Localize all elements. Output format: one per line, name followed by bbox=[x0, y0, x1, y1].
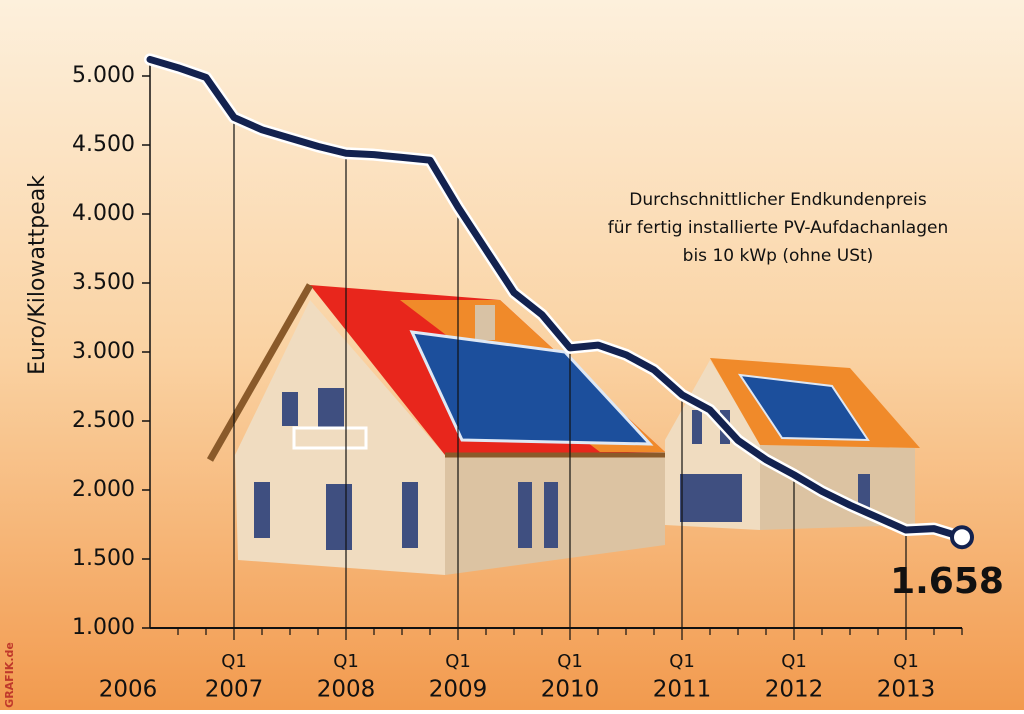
annotation: für fertig installierte PV-Aufdachanlage… bbox=[608, 218, 948, 238]
y-tick-label: 4.500 bbox=[72, 132, 135, 157]
y-tick-label: 2.000 bbox=[72, 477, 135, 502]
annotation: bis 10 kWp (ohne USt) bbox=[683, 246, 874, 266]
y-tick-label: 4.000 bbox=[72, 201, 135, 226]
x-tick-prefix: Q1 bbox=[893, 651, 919, 672]
x-tick-label: 2007 bbox=[205, 677, 264, 703]
x-tick-prefix: Q1 bbox=[557, 651, 583, 672]
source: GRAFIK.de bbox=[3, 642, 16, 708]
x-tick-label: 2013 bbox=[877, 677, 936, 703]
value-label: 1.658 bbox=[890, 561, 1004, 602]
x-tick-prefix: Q1 bbox=[781, 651, 807, 672]
y-tick-label: 3.500 bbox=[72, 270, 135, 295]
x-tick-label: 2009 bbox=[429, 677, 488, 703]
y-axis-label: Euro/Kilowattpeak bbox=[25, 175, 50, 375]
x-tick-prefix: Q1 bbox=[333, 651, 359, 672]
y-tick-label: 5.000 bbox=[72, 63, 135, 88]
x-tick-prefix: Q1 bbox=[669, 651, 695, 672]
x-tick-label: 2010 bbox=[541, 677, 600, 703]
x-tick-label: 2011 bbox=[653, 677, 712, 703]
x-tick-label: 2006 bbox=[99, 677, 158, 703]
y-tick-label: 3.000 bbox=[72, 339, 135, 364]
y-tick-label: 2.500 bbox=[72, 408, 135, 433]
x-tick-prefix: Q1 bbox=[445, 651, 471, 672]
line bbox=[146, 55, 966, 541]
houses-illustration bbox=[206, 283, 920, 575]
x-tick-label: 2012 bbox=[765, 677, 824, 703]
annotation: Durchschnittlicher Endkundenpreis bbox=[629, 190, 927, 210]
end-point bbox=[950, 525, 974, 550]
x-tick-label: 2008 bbox=[317, 677, 376, 703]
y-tick-label: 1.500 bbox=[72, 546, 135, 571]
y-tick-label: 1.000 bbox=[72, 615, 135, 640]
x-tick-prefix: Q1 bbox=[221, 651, 247, 672]
